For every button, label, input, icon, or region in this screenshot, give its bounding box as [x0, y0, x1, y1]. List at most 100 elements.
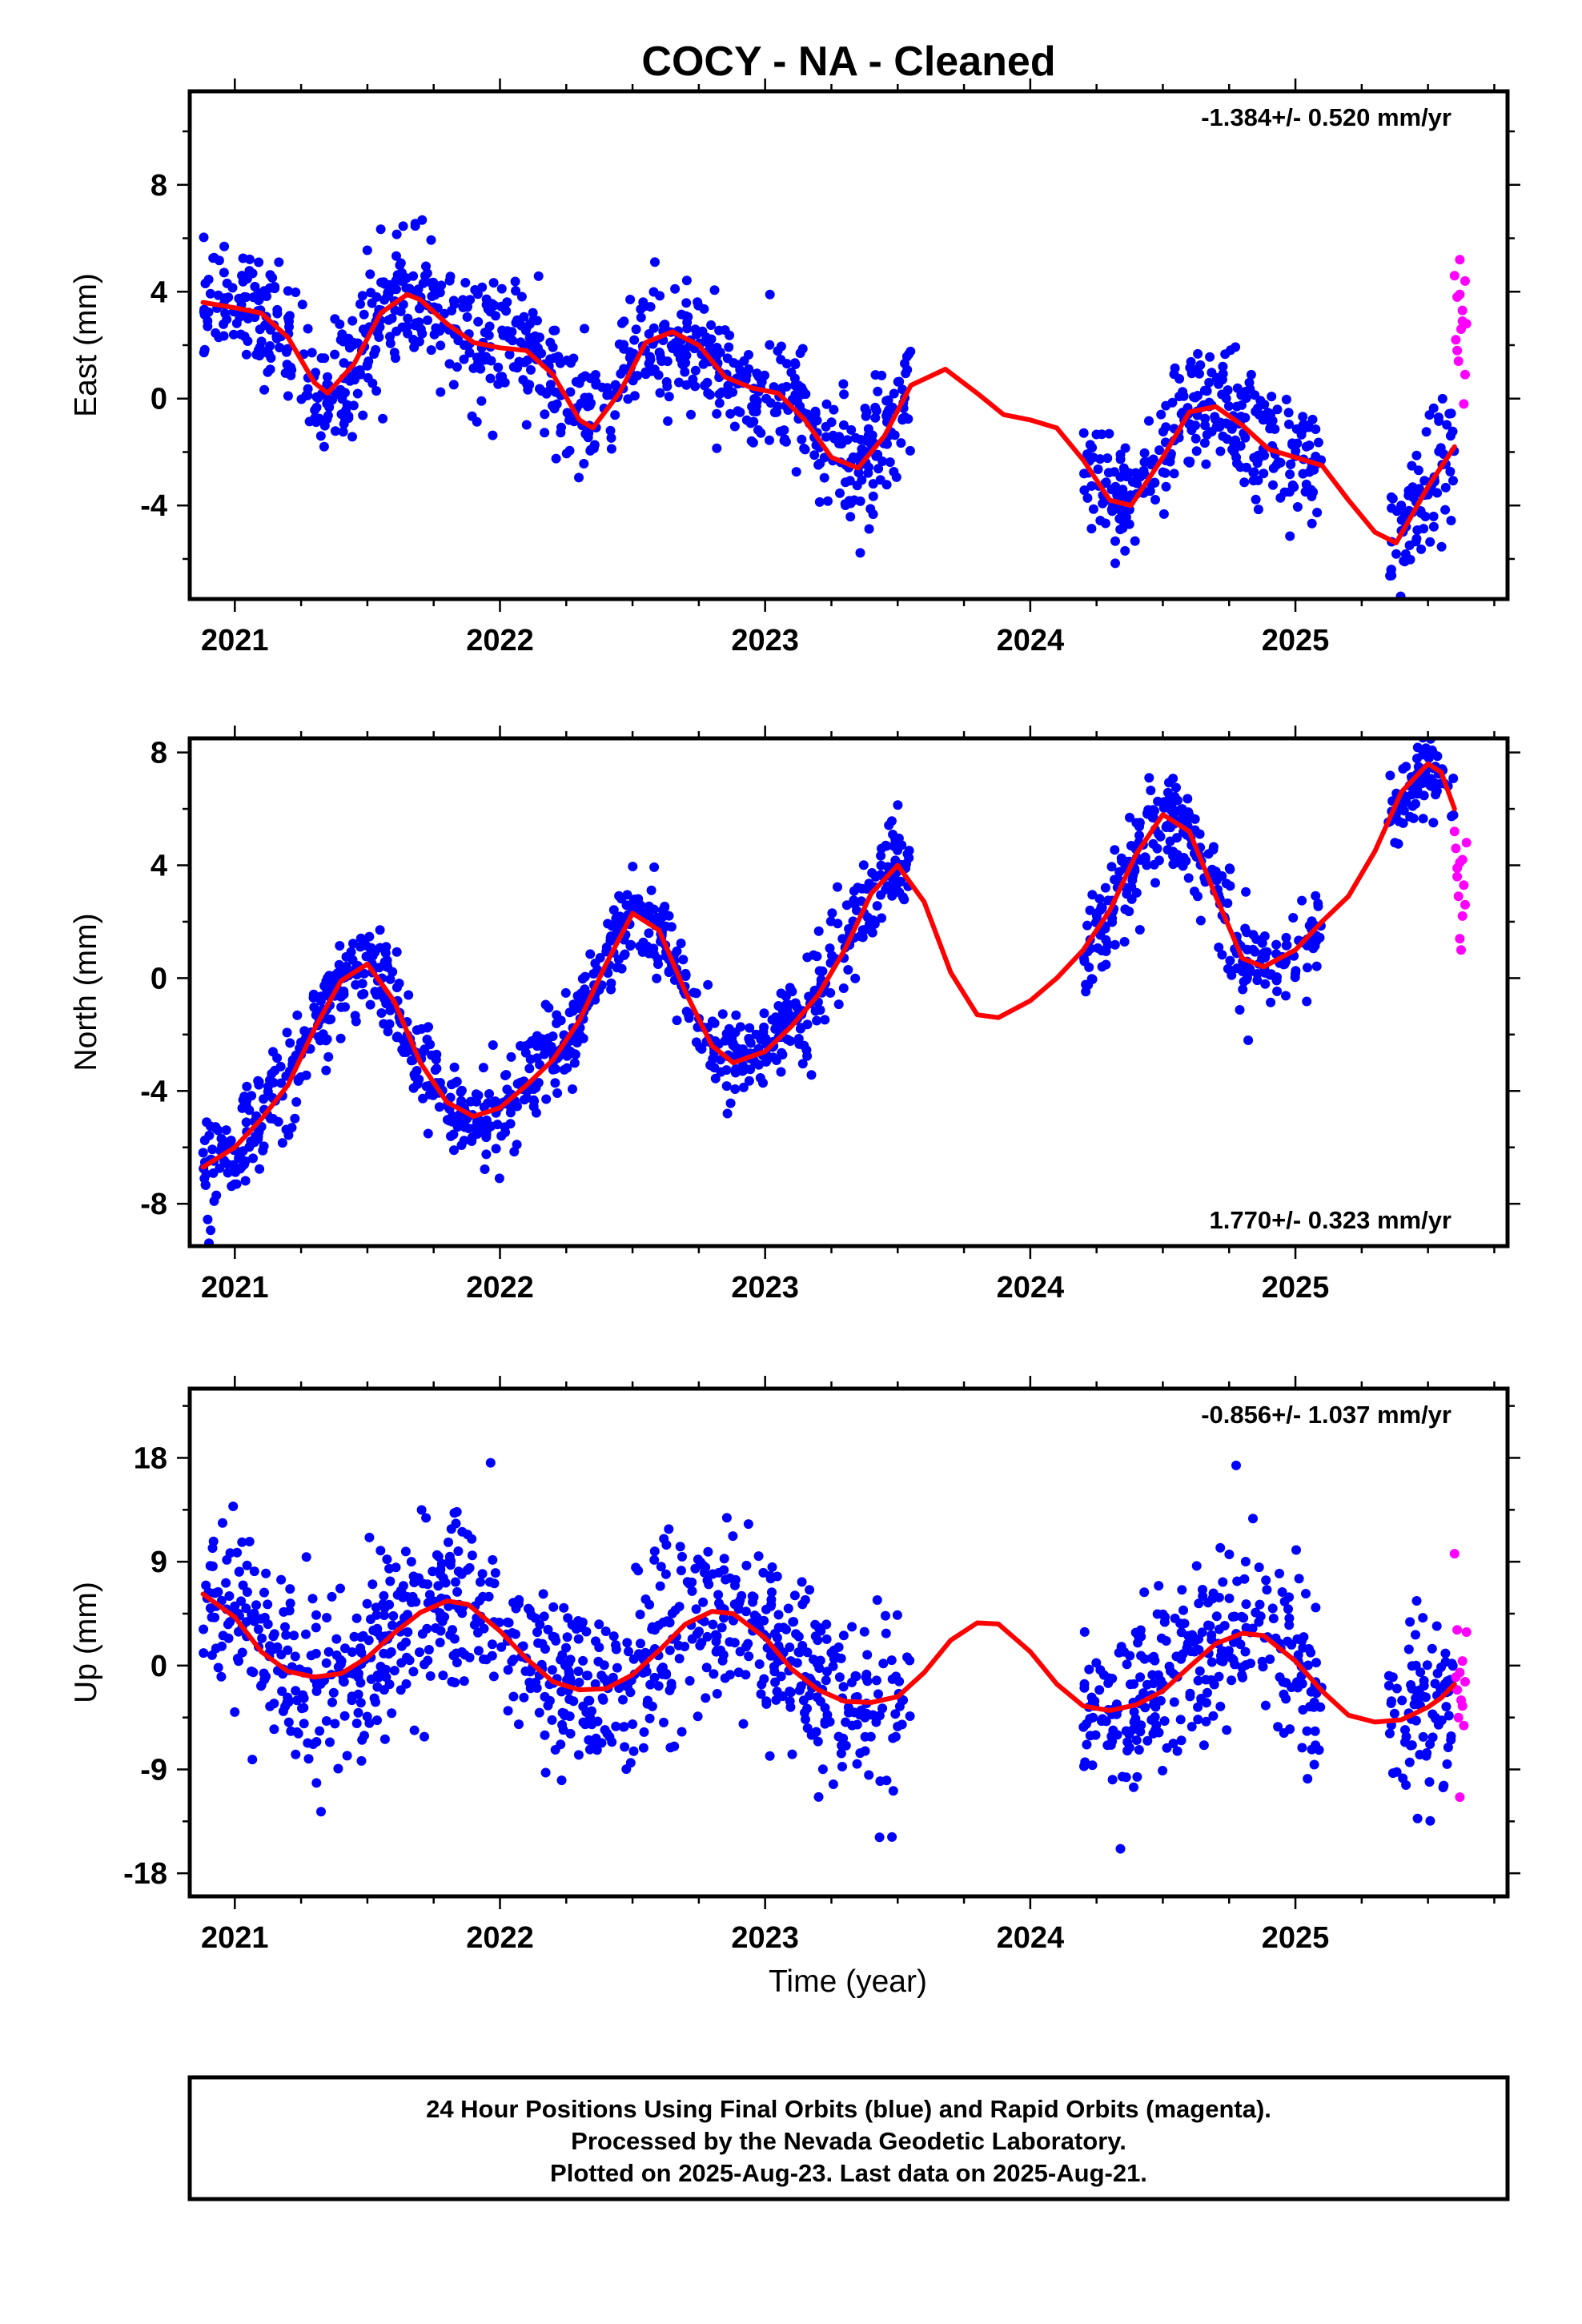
- data-point-final: [873, 1689, 883, 1699]
- data-point-final: [1161, 481, 1171, 492]
- data-point-final: [1271, 939, 1282, 950]
- data-point-final: [785, 1696, 795, 1707]
- data-point-final: [1171, 782, 1181, 793]
- data-point-final: [448, 296, 459, 306]
- data-point-final: [1425, 1815, 1435, 1826]
- data-point-final: [631, 324, 641, 335]
- data-point-final: [876, 860, 886, 870]
- data-point-final: [861, 436, 872, 446]
- data-point-final: [1416, 508, 1427, 518]
- data-point-final: [480, 328, 490, 338]
- data-point-final: [1084, 1664, 1094, 1675]
- data-point-final: [255, 1614, 266, 1624]
- data-point-final: [873, 386, 883, 396]
- data-point-final: [401, 1679, 412, 1689]
- data-point-final: [340, 1002, 350, 1012]
- data-point-final: [426, 345, 436, 356]
- data-point-final: [428, 1090, 438, 1100]
- data-point-final: [241, 349, 251, 360]
- data-point-final: [327, 1591, 337, 1602]
- data-point-final: [1259, 400, 1270, 410]
- data-point-final: [582, 1671, 592, 1681]
- data-point-final: [721, 1574, 731, 1585]
- data-point-final: [897, 384, 908, 395]
- data-point-final: [496, 1131, 507, 1141]
- data-point-final: [665, 1645, 675, 1655]
- data-point-final: [486, 1121, 496, 1132]
- rate-annotation: 1.770+/- 0.323 mm/yr: [1210, 1206, 1452, 1234]
- data-point-final: [1447, 426, 1458, 436]
- data-point-final: [838, 1682, 849, 1692]
- data-point-final: [759, 1008, 769, 1019]
- data-point-final: [1246, 369, 1256, 380]
- data-point-final: [311, 392, 322, 402]
- y-tick-label: 0: [151, 383, 167, 416]
- data-point-final: [711, 1647, 721, 1657]
- data-point-final: [347, 1691, 357, 1702]
- footer-line-2: Processed by the Nevada Geodetic Laborat…: [571, 2127, 1126, 2155]
- data-point-final: [1419, 790, 1429, 801]
- data-point-final: [1314, 1745, 1324, 1755]
- data-point-final: [328, 1687, 339, 1698]
- data-point-final: [694, 1626, 704, 1637]
- data-point-final: [548, 1602, 559, 1612]
- data-point-final: [322, 1034, 332, 1044]
- up-final-points: [199, 1458, 1458, 1854]
- data-point-final: [901, 352, 912, 362]
- data-point-final: [728, 1040, 738, 1051]
- data-point-final: [642, 368, 652, 378]
- data-point-final: [825, 987, 836, 998]
- data-point-final: [1171, 1651, 1182, 1662]
- data-point-final: [741, 1670, 751, 1680]
- data-point-final: [451, 1518, 461, 1529]
- data-point-final: [505, 1108, 516, 1118]
- data-point-final: [1166, 452, 1175, 462]
- data-point-final: [713, 1590, 724, 1600]
- data-point-final: [849, 886, 859, 896]
- data-point-final: [628, 1654, 639, 1664]
- data-point-final: [255, 1164, 265, 1174]
- data-point-final: [789, 358, 800, 368]
- data-point-final: [585, 949, 596, 959]
- data-point-final: [674, 1654, 685, 1664]
- data-point-final: [311, 417, 321, 428]
- data-point-final: [330, 426, 340, 436]
- x-tick-label: 2021: [201, 1921, 269, 1955]
- data-point-final: [228, 329, 239, 340]
- data-point-final: [1411, 450, 1422, 460]
- data-point-final: [543, 1624, 553, 1634]
- data-point-final: [812, 1015, 822, 1026]
- data-point-final: [503, 1706, 513, 1716]
- data-point-final: [584, 1744, 595, 1755]
- data-point-final: [1411, 798, 1420, 809]
- data-point-final: [1240, 1647, 1251, 1657]
- data-point-final: [450, 1678, 460, 1687]
- footer-line-1: 24 Hour Positions Using Final Orbits (bl…: [426, 2095, 1271, 2123]
- data-point-final: [738, 1719, 749, 1729]
- data-point-rapid: [1452, 345, 1463, 356]
- data-point-final: [772, 407, 781, 417]
- data-point-final: [1228, 1655, 1239, 1665]
- data-point-final: [242, 1560, 252, 1570]
- data-point-final: [504, 349, 515, 360]
- data-point-final: [394, 979, 404, 988]
- data-point-final: [530, 340, 540, 350]
- data-point-final: [422, 1623, 432, 1634]
- data-point-final: [1183, 807, 1194, 818]
- data-point-final: [476, 1577, 485, 1587]
- data-point-final: [1119, 466, 1130, 476]
- data-point-final: [355, 933, 366, 943]
- data-point-final: [1106, 862, 1117, 872]
- data-point-final: [534, 1707, 544, 1718]
- data-point-final: [259, 384, 270, 395]
- data-point-final: [698, 1597, 709, 1607]
- data-point-final: [531, 1083, 541, 1093]
- data-point-final: [283, 344, 293, 354]
- data-point-final: [1140, 1703, 1150, 1713]
- data-point-final: [709, 1669, 719, 1679]
- data-point-final: [758, 1567, 769, 1578]
- data-point-final: [573, 1634, 584, 1644]
- data-point-final: [280, 1622, 290, 1632]
- data-point-final: [214, 332, 224, 343]
